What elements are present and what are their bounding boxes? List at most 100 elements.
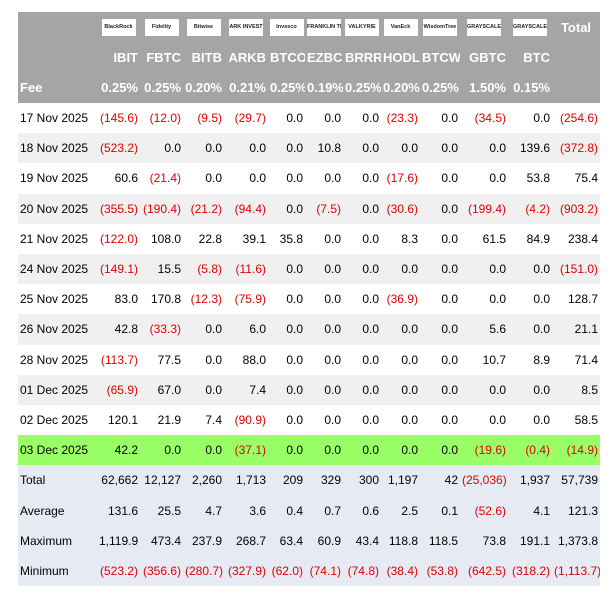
row-label: 28 Nov 2025 [18, 344, 97, 375]
flow-value: 0.0 [268, 374, 305, 405]
flow-value: 4.1 [508, 495, 552, 526]
ticker: GBTC [460, 42, 508, 72]
flow-value: (355.5) [97, 193, 140, 224]
issuer-logo: VALKYRIE [345, 18, 379, 36]
flow-value: (523.2) [97, 133, 140, 164]
flow-value: (9.5) [183, 103, 224, 134]
summary-row: Maximum 1,119.9 473.4 237.9 268.7 63.4 60.9 43.… [18, 525, 600, 556]
flow-value: (75.9) [224, 284, 268, 315]
flow-value: 84.9 [508, 223, 552, 254]
flow-value: 209 [268, 465, 305, 496]
flow-value: 268.7 [224, 525, 268, 556]
flow-value: 0.0 [460, 404, 508, 436]
flow-value: (23.3) [381, 103, 420, 134]
ticker: IBIT [97, 42, 140, 72]
flow-value: 10.8 [305, 133, 343, 164]
flow-value: 0.0 [343, 103, 381, 134]
flow-value: 7.4 [224, 374, 268, 405]
flow-value: (12.0) [140, 103, 183, 134]
flow-value: (356.6) [140, 555, 183, 586]
flow-value: (65.9) [97, 374, 140, 405]
flow-value: 2,260 [183, 465, 224, 496]
table-summary: Total 62,662 12,127 2,260 1,713 209 329 300 1,19… [18, 465, 600, 586]
flow-value: 0.0 [381, 344, 420, 375]
flow-value: 0.0 [183, 163, 224, 194]
flow-value: 0.0 [305, 253, 343, 285]
logo-cell: GRAYSCALE [460, 12, 508, 42]
row-label: 18 Nov 2025 [18, 133, 97, 164]
flow-value: 0.0 [343, 193, 381, 224]
flow-value: (36.9) [381, 284, 420, 315]
flow-value: 0.0 [268, 163, 305, 194]
flow-value: (21.4) [140, 163, 183, 194]
fee: 0.15% [508, 72, 552, 103]
flow-value: 0.0 [305, 223, 343, 254]
flow-value: 0.0 [420, 374, 460, 405]
flow-value: 42.2 [97, 435, 140, 466]
flow-value: 121.3 [552, 495, 600, 526]
flow-value: 15.5 [140, 253, 183, 285]
ticker: BTC [508, 42, 552, 72]
flow-value: (33.3) [140, 314, 183, 345]
flow-value: 4.7 [183, 495, 224, 526]
flow-value: 0.0 [224, 133, 268, 164]
issuer-logo: BlackRock [101, 18, 136, 36]
logo-cell: WisdomTree [420, 12, 460, 42]
flow-value: 0.0 [381, 314, 420, 345]
empty-cell [18, 42, 97, 72]
flow-value: (254.6) [552, 103, 600, 134]
row-label: Maximum [18, 525, 97, 556]
flow-value: 58.5 [552, 404, 600, 436]
flow-value: 8.5 [552, 374, 600, 405]
flow-value: 88.0 [224, 344, 268, 375]
flow-value: 0.0 [460, 284, 508, 315]
flow-value: 21.9 [140, 404, 183, 436]
flow-value: 0.0 [268, 404, 305, 436]
flow-value: 12,127 [140, 465, 183, 496]
fee: 0.20% [183, 72, 224, 103]
row-label: 01 Dec 2025 [18, 374, 97, 405]
flow-value: 7.4 [183, 404, 224, 436]
flow-value: 0.0 [224, 163, 268, 194]
flow-value: 0.0 [381, 374, 420, 405]
flow-value: 0.6 [343, 495, 381, 526]
flow-value: 1,119.9 [97, 525, 140, 556]
flow-value: (74.1) [305, 555, 343, 586]
flow-value: 0.0 [183, 133, 224, 164]
flow-value: 0.0 [381, 133, 420, 164]
issuer-logo: Invesco [269, 18, 304, 36]
flow-value: 1,197 [381, 465, 420, 496]
flow-value: (38.4) [381, 555, 420, 586]
empty-cell [552, 72, 600, 103]
row-label: 19 Nov 2025 [18, 163, 97, 194]
flow-value: 0.0 [343, 374, 381, 405]
flow-value: (7.5) [305, 193, 343, 224]
flow-value: 53.8 [508, 163, 552, 194]
summary-row: Minimum (523.2) (356.6) (280.7) (327.9) (62.0… [18, 555, 600, 586]
row-label: 20 Nov 2025 [18, 193, 97, 224]
flow-value: 0.7 [305, 495, 343, 526]
flow-value: 0.0 [460, 163, 508, 194]
flow-value: (5.8) [183, 253, 224, 285]
flow-value: (327.9) [224, 555, 268, 586]
issuer-logo: WisdomTree [423, 18, 457, 36]
flow-value: 1,713 [224, 465, 268, 496]
flow-value: 42.8 [97, 314, 140, 345]
flow-value: 0.0 [343, 163, 381, 194]
flow-value: (318.2) [508, 555, 552, 586]
flow-value: (14.9) [552, 435, 600, 466]
flow-value: (34.5) [460, 103, 508, 134]
flow-value: 60.6 [97, 163, 140, 194]
flow-value: 77.5 [140, 344, 183, 375]
flow-value: 0.0 [420, 314, 460, 345]
flow-value: 237.9 [183, 525, 224, 556]
fee: 0.25% [97, 72, 140, 103]
flow-value: (11.6) [224, 253, 268, 285]
empty-cell [18, 12, 97, 42]
flow-value: 1,937 [508, 465, 552, 496]
flow-value: 0.0 [508, 284, 552, 315]
flow-value: 0.0 [420, 163, 460, 194]
total-header: Total [552, 12, 600, 42]
day-row: 19 Nov 2025 60.6 (21.4) 0.0 0.0 0.0 0.0 0.0 (17.… [18, 163, 600, 194]
flow-value: 25.5 [140, 495, 183, 526]
